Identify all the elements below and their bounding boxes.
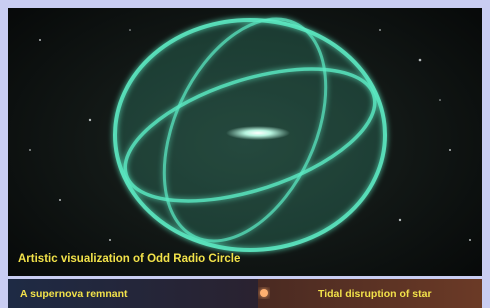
divider bbox=[8, 276, 482, 279]
panel-label: Tidal disruption of star bbox=[318, 288, 432, 300]
star-glow bbox=[260, 289, 268, 297]
panel-label: A supernova remnant bbox=[20, 288, 128, 300]
galaxy bbox=[226, 126, 290, 140]
caption: Artistic visualization of Odd Radio Circ… bbox=[18, 253, 240, 265]
screenshot: Artistic visualization of Odd Radio Circ… bbox=[0, 0, 490, 308]
page: Artistic visualization of Odd Radio Circ… bbox=[0, 0, 490, 308]
